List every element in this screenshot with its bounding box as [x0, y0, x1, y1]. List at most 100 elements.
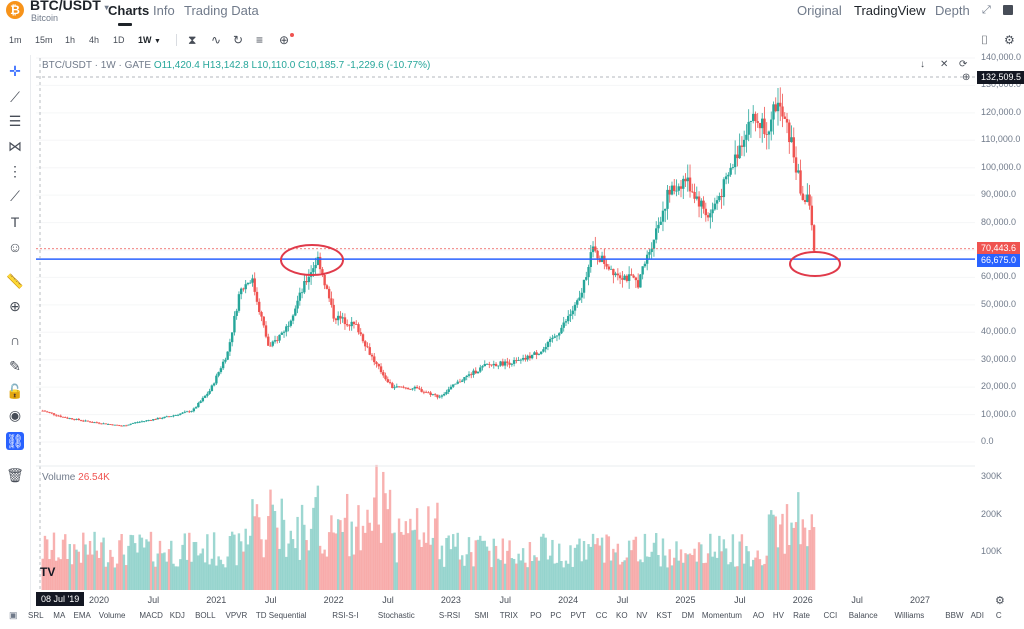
volume-bar [526, 567, 529, 590]
candle-body [751, 113, 755, 122]
template-icon[interactable]: ≡ [256, 33, 264, 47]
indicator-button[interactable]: Momentum [701, 611, 742, 620]
indicator-button[interactable]: AO [752, 611, 765, 620]
indicator-button[interactable]: Stochastic [377, 611, 415, 620]
indicator-button[interactable]: CC [595, 611, 608, 620]
candle-body [120, 425, 123, 427]
indicator-button[interactable]: TRIX [499, 611, 518, 620]
volume-bar [490, 567, 493, 590]
indicator-button[interactable]: S-RSI [438, 611, 461, 620]
indicators-icon[interactable]: ∿ [211, 33, 222, 47]
collapse-icon[interactable]: ✕ [940, 59, 949, 70]
candle-type-icon[interactable]: ⧗ [188, 33, 197, 47]
magnet-icon[interactable]: ∩ [9, 332, 21, 348]
axis-settings-icon[interactable]: ⚙ [995, 595, 1005, 607]
add-indicator-icon[interactable]: ⊕ [279, 33, 290, 47]
indicator-button[interactable]: Williams [894, 611, 925, 620]
trend-line-icon[interactable]: ⟋ [10, 89, 20, 105]
timeframe-1w[interactable]: 1W ▼ [138, 35, 161, 45]
indicator-button[interactable]: EMA [73, 611, 91, 620]
candle-body [452, 384, 455, 387]
indicator-button[interactable]: Volume [98, 611, 126, 620]
lock-drawing-icon[interactable]: ✎ [9, 358, 21, 374]
indicator-button[interactable]: C [995, 611, 1002, 620]
indicator-button[interactable]: HV [772, 611, 785, 620]
arrow-down-icon[interactable]: ↓ [920, 59, 925, 70]
candle-body [357, 324, 360, 333]
pattern-icon[interactable]: ⋈ [8, 138, 22, 154]
camera-icon[interactable]: ⌷ [981, 33, 989, 47]
timeframe-15m[interactable]: 15m [35, 35, 53, 45]
indicator-button[interactable]: SMI [474, 611, 489, 620]
tab-trading-data[interactable]: Trading Data [184, 3, 259, 18]
lock-icon[interactable]: 🔓 [6, 383, 24, 399]
legend-symbol: BTC/USDT · 1W · GATE [42, 60, 152, 71]
candle-body [201, 397, 205, 402]
candle-body [282, 331, 286, 333]
volume-bar [246, 544, 250, 590]
volume-bar [449, 549, 453, 590]
horizontal-lines-icon[interactable]: ☰ [8, 113, 22, 129]
indicator-button[interactable]: BOLL [195, 611, 216, 620]
indicator-button[interactable]: PVT [570, 611, 587, 620]
volume-bar [251, 499, 254, 590]
indicator-button[interactable]: SRL [28, 611, 44, 620]
indicator-button[interactable]: MA [53, 611, 66, 620]
indicator-button[interactable]: CCI [823, 611, 838, 620]
maximize-icon[interactable]: ⟳ [959, 59, 968, 70]
candle-body [742, 139, 746, 147]
tab-charts[interactable]: Charts [108, 3, 150, 18]
indicator-button[interactable]: Balance [848, 611, 878, 620]
candle-body [569, 314, 572, 316]
timeframe-1d[interactable]: 1D [113, 35, 125, 45]
view-original[interactable]: Original [797, 3, 842, 18]
fib-icon[interactable]: ⋮ [8, 163, 22, 179]
volume-bar [357, 505, 360, 590]
indicator-button[interactable]: VPVR [225, 611, 248, 620]
volume-bar [244, 528, 247, 590]
candle-body [300, 292, 304, 294]
stop-icon[interactable] [1003, 5, 1013, 15]
indicator-button[interactable]: KST [656, 611, 672, 620]
trash-icon[interactable]: 🗑 [6, 467, 24, 483]
indicator-button[interactable]: BBW [945, 611, 964, 620]
emoji-icon[interactable]: ☺ [7, 239, 23, 255]
candle-body [388, 382, 392, 384]
settings-icon[interactable]: ⚙ [1004, 33, 1015, 47]
timeframe-1m[interactable]: 1m [9, 35, 22, 45]
indicator-button[interactable]: MACD [139, 611, 163, 620]
indicator-button[interactable]: TD Sequential [255, 611, 307, 620]
tab-info[interactable]: Info [153, 3, 175, 18]
indicator-button[interactable]: PC [550, 611, 562, 620]
indicator-button[interactable]: NV [636, 611, 648, 620]
indicator-button[interactable]: Rate [793, 611, 810, 620]
indicator-button[interactable]: DM [681, 611, 695, 620]
brush-icon[interactable]: ⟋ [10, 188, 20, 204]
eye-icon[interactable]: ◉ [8, 407, 22, 423]
link-icon[interactable]: ⛓ [6, 432, 24, 450]
refresh-icon[interactable]: ↻ [233, 33, 244, 47]
view-depth[interactable]: Depth [935, 3, 970, 18]
timeframe-1h[interactable]: 1h [65, 35, 76, 45]
ruler-icon[interactable]: 📏 [6, 273, 24, 289]
indicator-bar-icon[interactable]: ▣ [9, 610, 18, 620]
text-tool-icon[interactable]: T [10, 214, 20, 230]
add-alert-icon[interactable]: ⊕ [962, 72, 971, 83]
expand-icon[interactable]: ⤢ [982, 4, 991, 16]
candle-body [158, 417, 162, 419]
crosshair-icon[interactable]: ✛ [9, 63, 21, 79]
indicator-button[interactable]: PO [530, 611, 542, 620]
indicator-button[interactable]: KDJ [169, 611, 185, 620]
pair-selector[interactable]: BTC/USDT ▾ [30, 0, 109, 13]
indicator-button[interactable]: ADI [970, 611, 984, 620]
candle-body [197, 402, 200, 408]
timeframe-4h[interactable]: 4h [89, 35, 100, 45]
candle-body [415, 386, 419, 389]
volume-bar [603, 562, 606, 590]
zoom-in-icon[interactable]: ⊕ [9, 298, 21, 314]
indicator-button[interactable]: RSI-S-I [332, 611, 359, 620]
view-tradingview[interactable]: TradingView [854, 3, 926, 18]
volume-bar [467, 537, 471, 590]
indicator-button[interactable]: KO [616, 611, 628, 620]
